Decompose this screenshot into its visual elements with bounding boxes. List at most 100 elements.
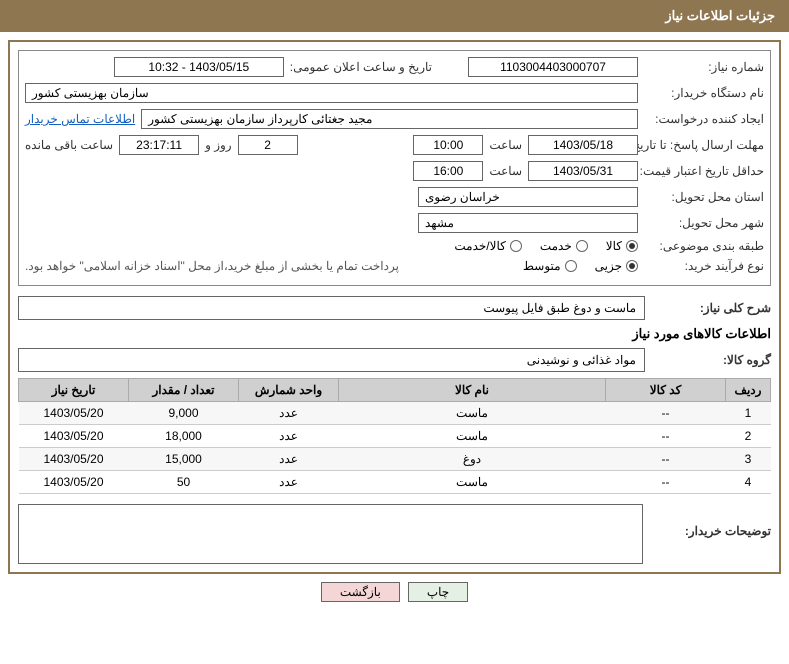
requester-field: مجید جغتائی کارپرداز سازمان بهزیستی کشور xyxy=(141,109,638,129)
radio-icon xyxy=(565,260,577,272)
table-cell: 50 xyxy=(129,471,239,494)
category-radio-group: کالا خدمت کالا/خدمت xyxy=(454,239,638,253)
table-cell: 1403/05/20 xyxy=(19,425,129,448)
radio-icon xyxy=(626,240,638,252)
table-cell: 1403/05/20 xyxy=(19,448,129,471)
table-cell: عدد xyxy=(239,425,339,448)
radio-both[interactable]: کالا/خدمت xyxy=(454,239,521,253)
row-city: شهر محل تحویل: مشهد xyxy=(25,213,764,233)
table-cell: عدد xyxy=(239,471,339,494)
goods-header-row: ردیف کد کالا نام کالا واحد شمارش تعداد /… xyxy=(19,379,771,402)
table-cell: عدد xyxy=(239,448,339,471)
table-cell: ماست xyxy=(339,425,606,448)
table-row: 1--ماستعدد9,0001403/05/20 xyxy=(19,402,771,425)
deadline-date-field: 1403/05/18 xyxy=(528,135,638,155)
province-field: خراسان رضوی xyxy=(418,187,638,207)
validity-date-field: 1403/05/31 xyxy=(528,161,638,181)
announce-field: 1403/05/15 - 10:32 xyxy=(114,57,284,77)
table-cell: عدد xyxy=(239,402,339,425)
buyer-org-label: نام دستگاه خریدار: xyxy=(644,86,764,100)
table-cell: 15,000 xyxy=(129,448,239,471)
goods-group-field: مواد غذائی و نوشیدنی xyxy=(18,348,645,372)
table-cell: ماست xyxy=(339,471,606,494)
radio-icon xyxy=(576,240,588,252)
province-label: استان محل تحویل: xyxy=(644,190,764,204)
table-cell: -- xyxy=(606,448,726,471)
remain-suffix-label: ساعت باقی مانده xyxy=(25,138,113,152)
back-button[interactable]: بازگشت xyxy=(321,582,400,602)
radio-goods-label: کالا xyxy=(606,239,622,253)
radio-goods[interactable]: کالا xyxy=(606,239,638,253)
radio-icon xyxy=(510,240,522,252)
summary-label: شرح کلی نیاز: xyxy=(651,301,771,315)
buyer-note-label: توضیحات خریدار: xyxy=(651,504,771,564)
process-radio-group: جزیی متوسط xyxy=(523,259,638,273)
table-cell: 1403/05/20 xyxy=(19,471,129,494)
row-goods-group: گروه کالا: مواد غذائی و نوشیدنی xyxy=(18,348,771,372)
table-cell: 2 xyxy=(726,425,771,448)
buyer-org-field: سازمان بهزیستی کشور xyxy=(25,83,638,103)
row-summary: شرح کلی نیاز: ماست و دوغ طبق فایل پیوست xyxy=(18,296,771,320)
row-need-no: شماره نیاز: 1103004403000707 تاریخ و ساع… xyxy=(25,57,764,77)
page-title: جزئیات اطلاعات نیاز xyxy=(665,8,775,23)
radio-minor-label: جزیی xyxy=(595,259,622,273)
radio-minor[interactable]: جزیی xyxy=(595,259,638,273)
main-container: شماره نیاز: 1103004403000707 تاریخ و ساع… xyxy=(8,40,781,574)
announce-label: تاریخ و ساعت اعلان عمومی: xyxy=(290,60,432,74)
requester-label: ایجاد کننده درخواست: xyxy=(644,112,764,126)
need-no-label: شماره نیاز: xyxy=(644,60,764,74)
buyer-note-area: توضیحات خریدار: xyxy=(18,504,771,564)
summary-field: ماست و دوغ طبق فایل پیوست xyxy=(18,296,645,320)
table-cell: -- xyxy=(606,425,726,448)
row-validity: حداقل تاریخ اعتبار قیمت: تا تاریخ: 1403/… xyxy=(25,161,764,181)
table-cell: -- xyxy=(606,402,726,425)
hour-label-2: ساعت xyxy=(489,164,522,178)
form-section: شماره نیاز: 1103004403000707 تاریخ و ساع… xyxy=(18,50,771,286)
goods-table: ردیف کد کالا نام کالا واحد شمارش تعداد /… xyxy=(18,378,771,494)
process-label: نوع فرآیند خرید: xyxy=(644,259,764,273)
page-header: جزئیات اطلاعات نیاز xyxy=(0,0,789,32)
deadline-time-field: 10:00 xyxy=(413,135,483,155)
deadline-label: مهلت ارسال پاسخ: تا تاریخ: xyxy=(644,138,764,152)
table-row: 3--دوغعدد15,0001403/05/20 xyxy=(19,448,771,471)
radio-icon xyxy=(626,260,638,272)
validity-label: حداقل تاریخ اعتبار قیمت: تا تاریخ: xyxy=(644,164,764,178)
table-row: 4--ماستعدد501403/05/20 xyxy=(19,471,771,494)
remain-hms-field: 23:17:11 xyxy=(119,135,199,155)
table-cell: 1403/05/20 xyxy=(19,402,129,425)
buyer-note-box xyxy=(18,504,643,564)
radio-medium[interactable]: متوسط xyxy=(523,259,577,273)
radio-both-label: کالا/خدمت xyxy=(454,239,505,253)
row-province: استان محل تحویل: خراسان رضوی xyxy=(25,187,764,207)
radio-service[interactable]: خدمت xyxy=(540,239,588,253)
table-cell: 3 xyxy=(726,448,771,471)
row-buyer-org: نام دستگاه خریدار: سازمان بهزیستی کشور xyxy=(25,83,764,103)
hour-label-1: ساعت xyxy=(489,138,522,152)
print-button[interactable]: چاپ xyxy=(408,582,468,602)
button-bar: چاپ بازگشت xyxy=(0,582,789,602)
city-field: مشهد xyxy=(418,213,638,233)
city-label: شهر محل تحویل: xyxy=(644,216,764,230)
radio-medium-label: متوسط xyxy=(523,259,561,273)
col-date: تاریخ نیاز xyxy=(19,379,129,402)
days-and-label: روز و xyxy=(205,138,232,152)
row-requester: ایجاد کننده درخواست: مجید جغتائی کارپردا… xyxy=(25,109,764,129)
process-note: پرداخت تمام یا بخشی از مبلغ خرید،از محل … xyxy=(25,259,517,273)
col-unit: واحد شمارش xyxy=(239,379,339,402)
col-row: ردیف xyxy=(726,379,771,402)
row-process: نوع فرآیند خرید: جزیی متوسط پرداخت تمام … xyxy=(25,259,764,273)
radio-service-label: خدمت xyxy=(540,239,572,253)
row-category: طبقه بندی موضوعی: کالا خدمت کالا/خدمت xyxy=(25,239,764,253)
need-no-field: 1103004403000707 xyxy=(468,57,638,77)
buyer-contact-link[interactable]: اطلاعات تماس خریدار xyxy=(25,112,135,126)
remain-days-field: 2 xyxy=(238,135,298,155)
table-cell: 9,000 xyxy=(129,402,239,425)
table-cell: 4 xyxy=(726,471,771,494)
table-cell: -- xyxy=(606,471,726,494)
validity-time-field: 16:00 xyxy=(413,161,483,181)
table-cell: 18,000 xyxy=(129,425,239,448)
table-row: 2--ماستعدد18,0001403/05/20 xyxy=(19,425,771,448)
row-deadline: مهلت ارسال پاسخ: تا تاریخ: 1403/05/18 سا… xyxy=(25,135,764,155)
goods-section-title: اطلاعات کالاهای مورد نیاز xyxy=(18,326,771,342)
col-name: نام کالا xyxy=(339,379,606,402)
